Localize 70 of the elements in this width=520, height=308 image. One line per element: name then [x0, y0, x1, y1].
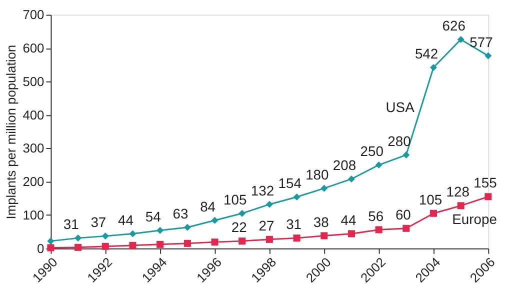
point — [293, 234, 300, 242]
point — [430, 64, 438, 72]
y-tick-label: 300 — [22, 140, 44, 156]
y-tick-label: 600 — [22, 40, 44, 56]
data-label: 54 — [145, 208, 162, 224]
data-label: 56 — [368, 208, 384, 224]
y-tick-label: 200 — [22, 174, 44, 190]
point — [47, 238, 54, 245]
data-label: 128 — [446, 184, 470, 200]
point — [238, 238, 246, 245]
data-label: 626 — [442, 18, 466, 34]
point — [320, 184, 328, 192]
point — [211, 238, 218, 246]
point — [457, 36, 464, 43]
data-label: 60 — [395, 206, 412, 222]
point — [156, 240, 164, 248]
point — [102, 242, 109, 250]
point — [375, 161, 382, 168]
data-label: 132 — [250, 182, 274, 198]
data-label: 542 — [414, 46, 438, 62]
data-label: 155 — [474, 174, 498, 191]
data-label: 31 — [63, 216, 80, 232]
point — [74, 244, 82, 251]
data-label: 208 — [332, 157, 356, 174]
point — [74, 234, 82, 242]
data-label: 38 — [313, 214, 330, 230]
data-label: 250 — [360, 143, 384, 160]
point — [430, 210, 438, 217]
point — [129, 230, 136, 238]
data-label: 105 — [418, 191, 442, 208]
point — [375, 226, 382, 234]
data-label: 63 — [172, 205, 188, 222]
data-label: 154 — [278, 175, 302, 192]
point — [457, 202, 464, 210]
y-axis-title: Implants per million population — [4, 44, 19, 220]
point — [184, 240, 191, 247]
data-label: 27 — [258, 217, 274, 234]
data-label: 37 — [90, 214, 106, 230]
point — [211, 216, 218, 224]
data-label: 280 — [388, 132, 412, 149]
point — [293, 193, 300, 201]
point — [184, 224, 191, 231]
point — [402, 224, 410, 232]
point — [348, 175, 355, 182]
series-label: Europe — [452, 211, 498, 228]
data-label: 31 — [286, 216, 302, 232]
point — [129, 242, 136, 249]
y-tick-label: 700 — [22, 7, 44, 22]
data-label: 84 — [200, 198, 216, 214]
point — [348, 230, 355, 238]
point — [238, 210, 246, 217]
data-label: 44 — [118, 212, 134, 228]
point — [484, 52, 492, 60]
data-label: 22 — [231, 219, 248, 236]
data-label: 180 — [306, 166, 330, 182]
y-tick-label: 400 — [22, 107, 44, 122]
point — [156, 226, 164, 234]
data-label: 44 — [340, 212, 356, 228]
y-tick-label: 500 — [22, 74, 44, 89]
point — [402, 151, 410, 158]
series-label: USA — [386, 99, 416, 116]
point — [320, 232, 328, 240]
point — [266, 236, 273, 243]
y-tick-label: 100 — [22, 208, 44, 222]
y-tick-label: 0 — [37, 240, 44, 256]
data-label: 105 — [224, 191, 248, 208]
point — [484, 193, 492, 200]
data-label: 577 — [470, 34, 494, 50]
point — [266, 200, 273, 208]
point — [102, 232, 109, 240]
